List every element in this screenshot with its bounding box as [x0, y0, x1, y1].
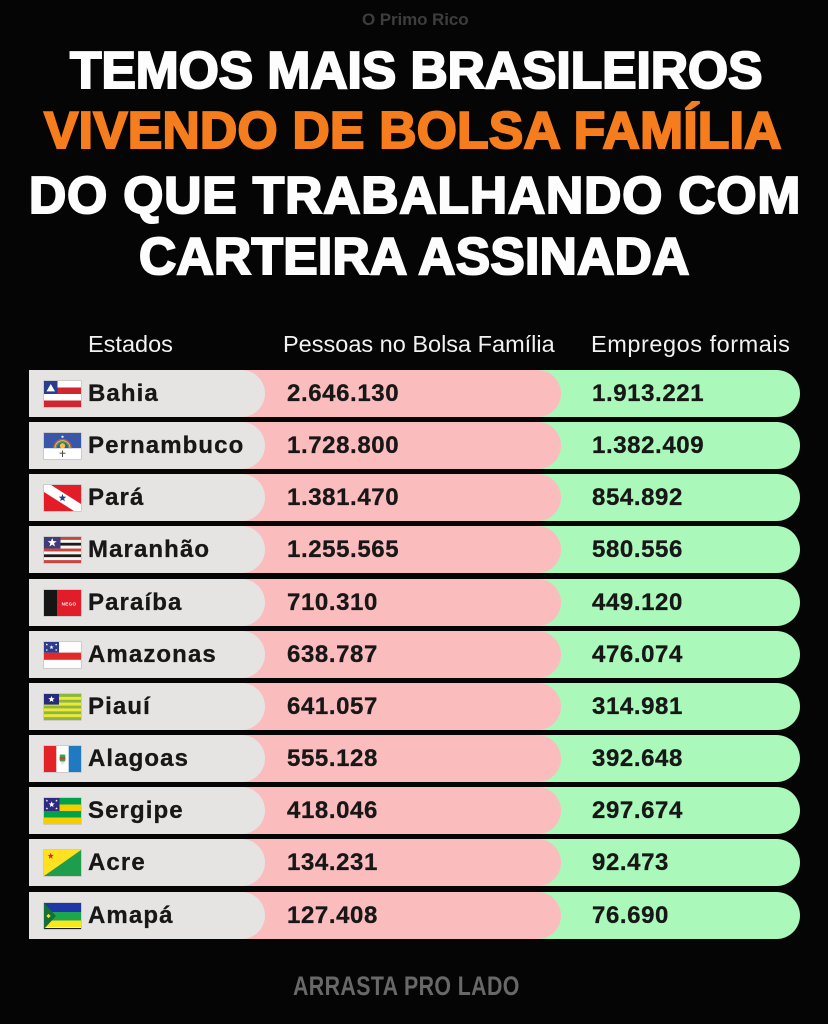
- svg-text:NEGO: NEGO: [62, 601, 77, 606]
